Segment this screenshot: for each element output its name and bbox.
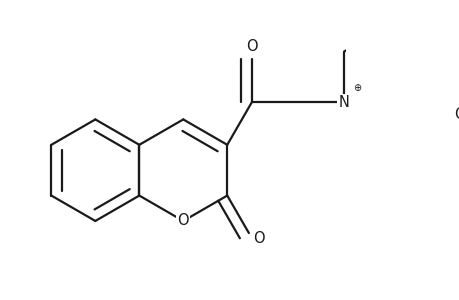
Text: O: O bbox=[246, 39, 257, 54]
Text: ⊕: ⊕ bbox=[352, 83, 360, 93]
Text: O: O bbox=[253, 231, 264, 246]
Text: N: N bbox=[338, 95, 349, 110]
Text: O: O bbox=[453, 107, 459, 122]
Text: O: O bbox=[177, 214, 189, 229]
